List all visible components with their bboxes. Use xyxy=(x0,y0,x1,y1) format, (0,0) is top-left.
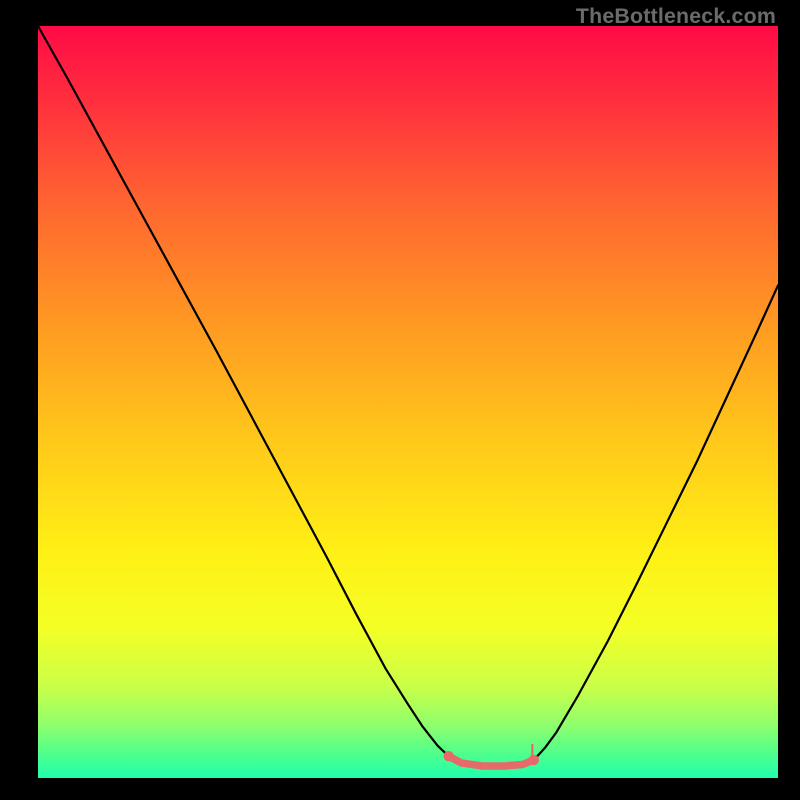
optimal-range-end-marker xyxy=(529,755,539,765)
optimal-range-band xyxy=(449,756,534,766)
chart-frame: TheBottleneck.com xyxy=(0,0,800,800)
watermark-label: TheBottleneck.com xyxy=(576,4,776,29)
plot-area xyxy=(38,26,778,778)
curve-layer xyxy=(38,26,778,778)
optimal-range-start-marker xyxy=(444,751,454,761)
bottleneck-curve xyxy=(38,26,778,766)
